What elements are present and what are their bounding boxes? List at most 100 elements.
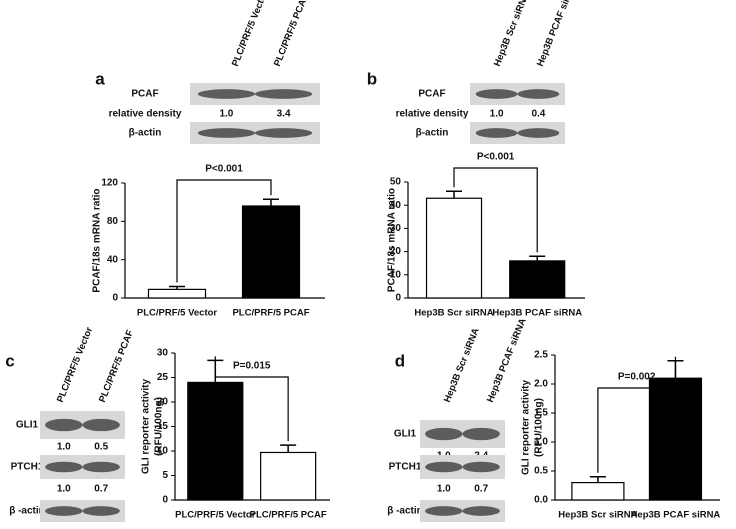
significance-bracket [597,356,677,473]
y-tick-label: 10 [390,269,402,280]
y-tick-label: 0.0 [534,495,548,506]
panel-label: a [95,69,105,88]
y-axis-label: (RFU/100ng) [154,397,165,456]
x-tick-label: PLC/PRF/5 PCAF [232,308,309,319]
error-bar [169,285,185,290]
y-tick-label: 2.5 [534,350,548,361]
density-value: 1.0 [437,484,451,495]
bar [509,260,566,299]
error-bar [529,255,546,261]
blot-band [255,128,313,138]
bar [260,451,317,501]
y-axis-label: PCAF/18s mRNA ratio [387,188,398,292]
panel-label: d [395,351,405,370]
x-tick-label: PLC/PRF/5 Vector [175,510,256,521]
blot-band [45,506,83,516]
density-value: 3.4 [277,109,291,120]
y-tick-label: 10 [157,446,169,457]
blot-row-label: GLI1 [16,420,39,431]
density-label: relative density [109,109,182,120]
y-tick-label: 30 [157,348,169,359]
lane-label: PLC/PRF/5 PCAF [97,328,136,404]
blot-row-label: β-actin [416,128,449,139]
y-tick-label: 30 [390,223,402,234]
y-tick-label: 1.5 [534,408,548,419]
density-value: 1.0 [219,109,233,120]
density-value: 0.5 [94,442,108,453]
blot-row-label: β -actin [9,506,45,517]
blot-row-label: β-actin [129,128,162,139]
blot-band [45,461,83,473]
lane-label: Hep3B PCAF siRNA [535,0,579,68]
x-tick-label: Hep3B PCAF siRNA [631,510,721,521]
x-tick-label: Hep3B Scr siRNA [558,510,637,521]
bar [187,381,244,501]
blot-band [475,128,518,138]
blot-band [197,128,255,138]
blot-band [82,418,120,432]
blot-band [82,461,120,473]
blot-row-label: PTCH1 [389,462,422,473]
density-value: 0.7 [94,484,108,495]
y-tick-label: 15 [157,421,169,432]
blot-band [82,506,120,516]
y-tick-label: 25 [157,372,169,383]
p-value: P<0.001 [205,164,243,175]
error-bar [589,476,606,483]
y-tick-label: 40 [390,200,402,211]
x-tick-label: Hep3B PCAF siRNA [492,308,582,319]
p-value: P<0.001 [477,152,515,163]
error-bar [280,444,297,453]
density-value: 0.4 [531,109,545,120]
bar [425,197,483,299]
y-tick-label: 20 [390,246,402,257]
blot-band [462,461,500,473]
y-tick-label: 50 [390,177,402,188]
y-axis-label: PCAF/18s mRNA ratio [92,188,103,292]
error-bar [263,198,279,206]
y-axis-label: GLI reporter activity [141,379,152,474]
blot-row-label: β -actin [387,506,423,517]
y-tick-label: 0.5 [534,466,548,477]
bar [147,288,207,299]
lane-label: PLC/PRF/5 PCAF [272,0,311,68]
p-value: P=0.015 [233,361,271,372]
y-tick-label: 0 [395,293,401,304]
x-tick-label: PLC/PRF/5 Vector [137,308,218,319]
blot-band [475,89,518,99]
x-tick-label: PLC/PRF/5 PCAF [250,510,327,521]
blot-row-label: GLI1 [394,429,417,440]
density-value: 1.0 [57,442,71,453]
significance-bracket [214,356,289,442]
lane-label: Hep3B Scr siRNA [492,0,532,68]
p-value: P=0.002 [618,372,656,383]
blot-band [462,427,500,441]
blot-row-label: PTCH1 [11,462,44,473]
y-tick-label: 40 [107,254,119,265]
blot-band [255,89,313,99]
blot-band [462,506,500,516]
panel-label: c [5,351,14,370]
blot-band [425,427,463,441]
lane-label: PLC/PRF/5 Vector [230,0,270,68]
blot [420,500,505,522]
blot-band [517,128,560,138]
y-tick-label: 1.0 [534,437,548,448]
y-axis-label: GLI reporter activity [521,380,532,475]
y-tick-label: 0 [162,495,168,506]
y-tick-label: 20 [157,397,169,408]
bar [648,377,703,501]
y-tick-label: 5 [162,470,168,481]
blot-band [425,461,463,473]
y-tick-label: 120 [101,178,118,189]
blot-band [517,89,560,99]
y-axis-label: (RFU/100ng) [534,398,545,457]
blot [190,122,320,144]
blot [190,83,320,105]
density-value: 0.7 [474,484,488,495]
significance-bracket [176,179,272,283]
density-value: 1.0 [57,484,71,495]
lane-label: PLC/PRF/5 Vector [55,325,95,404]
panel-label: b [367,69,377,88]
